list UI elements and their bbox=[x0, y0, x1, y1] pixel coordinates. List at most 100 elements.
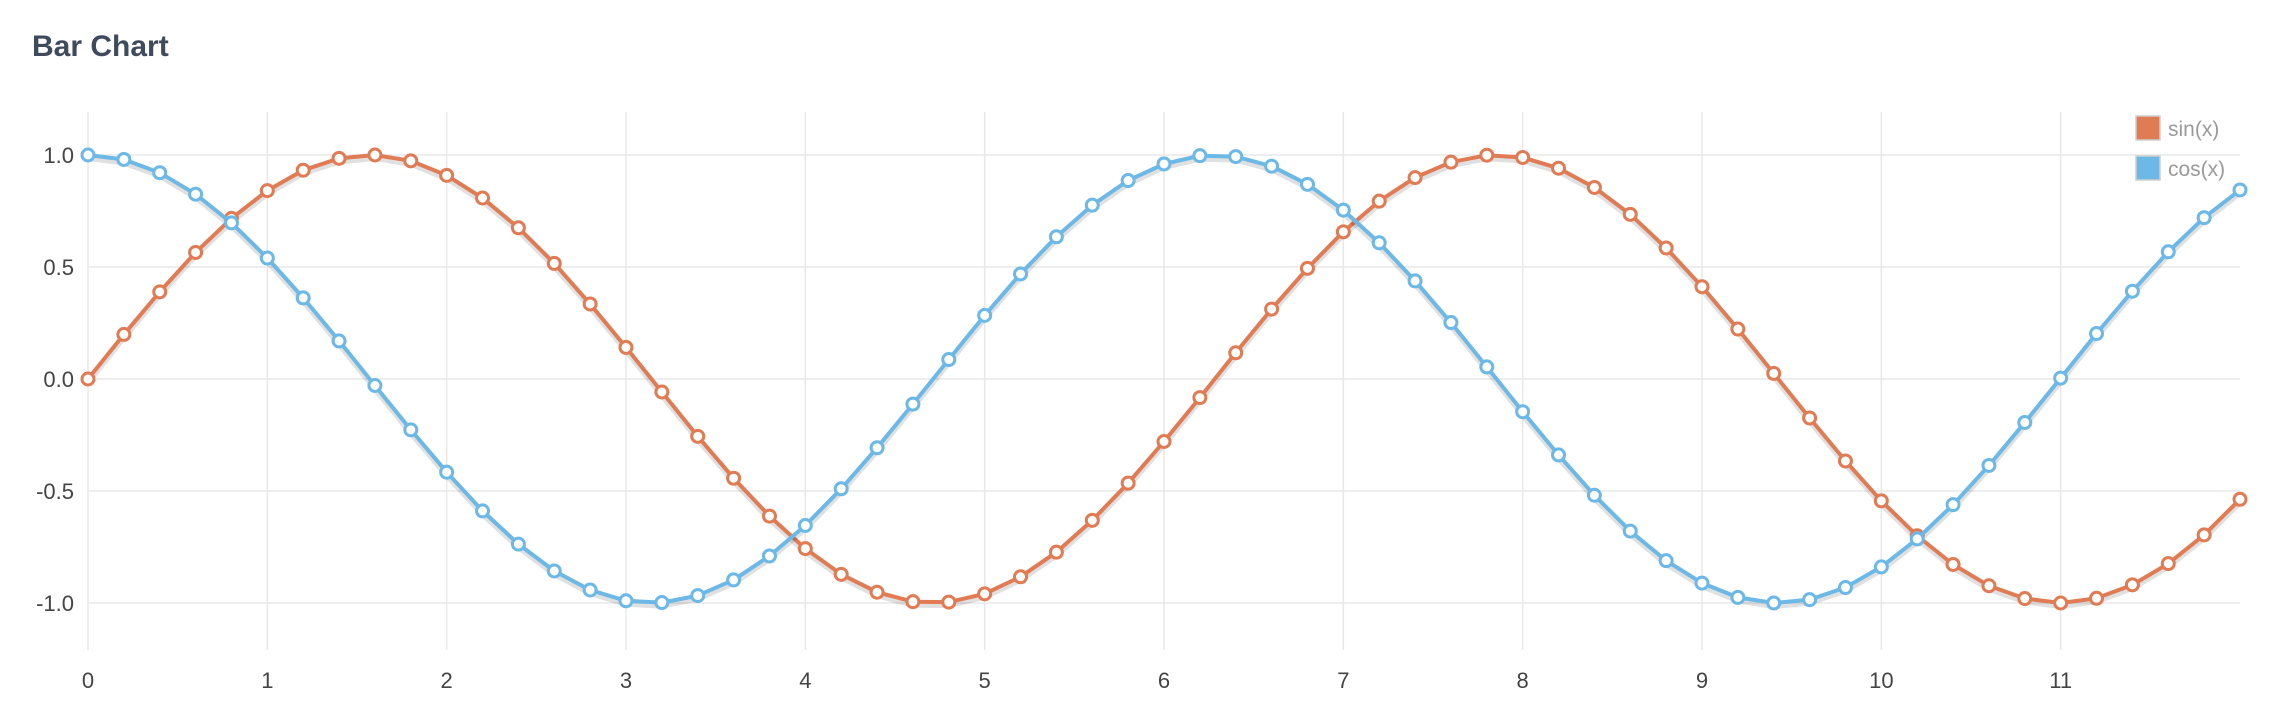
data-point[interactable] bbox=[1981, 578, 1997, 594]
data-point[interactable] bbox=[188, 186, 204, 202]
data-point[interactable] bbox=[1264, 158, 1280, 174]
data-point[interactable] bbox=[475, 190, 491, 206]
data-point[interactable] bbox=[439, 167, 455, 183]
data-point[interactable] bbox=[1515, 149, 1531, 165]
data-point[interactable] bbox=[869, 440, 885, 456]
data-point[interactable] bbox=[2232, 182, 2248, 198]
data-point[interactable] bbox=[1802, 410, 1818, 426]
data-point[interactable] bbox=[1443, 315, 1459, 331]
data-point[interactable] bbox=[905, 396, 921, 412]
data-point[interactable] bbox=[295, 290, 311, 306]
data-point[interactable] bbox=[367, 377, 383, 393]
data-point[interactable] bbox=[1299, 260, 1315, 276]
data-point[interactable] bbox=[546, 563, 562, 579]
data-point[interactable] bbox=[2124, 283, 2140, 299]
data-point[interactable] bbox=[2160, 556, 2176, 572]
data-point[interactable] bbox=[2196, 210, 2212, 226]
data-point[interactable] bbox=[1730, 589, 1746, 605]
data-point[interactable] bbox=[833, 566, 849, 582]
data-point[interactable] bbox=[726, 572, 742, 588]
data-point[interactable] bbox=[1694, 279, 1710, 295]
data-point[interactable] bbox=[1156, 433, 1172, 449]
data-point[interactable] bbox=[1658, 240, 1674, 256]
data-point[interactable] bbox=[761, 508, 777, 524]
data-point[interactable] bbox=[1945, 497, 1961, 513]
data-point[interactable] bbox=[2160, 244, 2176, 260]
data-point[interactable] bbox=[1013, 266, 1029, 282]
data-point[interactable] bbox=[510, 220, 526, 236]
data-point[interactable] bbox=[1873, 493, 1889, 509]
data-point[interactable] bbox=[977, 307, 993, 323]
data-point[interactable] bbox=[833, 481, 849, 497]
data-point[interactable] bbox=[1766, 365, 1782, 381]
data-point[interactable] bbox=[1443, 154, 1459, 170]
data-point[interactable] bbox=[1837, 453, 1853, 469]
data-point[interactable] bbox=[1192, 148, 1208, 164]
data-point[interactable] bbox=[510, 536, 526, 552]
data-point[interactable] bbox=[116, 151, 132, 167]
data-point[interactable] bbox=[1945, 556, 1961, 572]
data-point[interactable] bbox=[582, 296, 598, 312]
data-point[interactable] bbox=[2053, 595, 2069, 611]
data-point[interactable] bbox=[1515, 404, 1531, 420]
data-point[interactable] bbox=[1299, 176, 1315, 192]
data-point[interactable] bbox=[1479, 147, 1495, 163]
data-point[interactable] bbox=[259, 183, 275, 199]
data-point[interactable] bbox=[1802, 592, 1818, 608]
data-point[interactable] bbox=[80, 371, 96, 387]
data-point[interactable] bbox=[331, 150, 347, 166]
data-point[interactable] bbox=[2053, 370, 2069, 386]
data-point[interactable] bbox=[1586, 179, 1602, 195]
data-point[interactable] bbox=[618, 593, 634, 609]
legend[interactable]: sin(x) cos(x) bbox=[2135, 115, 2225, 181]
data-point[interactable] bbox=[690, 588, 706, 604]
data-point[interactable] bbox=[1084, 512, 1100, 528]
data-point[interactable] bbox=[2232, 491, 2248, 507]
data-point[interactable] bbox=[905, 594, 921, 610]
data-point[interactable] bbox=[1013, 569, 1029, 585]
data-point[interactable] bbox=[116, 326, 132, 342]
data-point[interactable] bbox=[1622, 206, 1638, 222]
data-point[interactable] bbox=[188, 244, 204, 260]
data-point[interactable] bbox=[797, 517, 813, 533]
data-point[interactable] bbox=[1730, 321, 1746, 337]
data-point[interactable] bbox=[582, 582, 598, 598]
data-point[interactable] bbox=[690, 428, 706, 444]
data-point[interactable] bbox=[1371, 235, 1387, 251]
data-point[interactable] bbox=[2124, 577, 2140, 593]
data-point[interactable] bbox=[761, 548, 777, 564]
data-point[interactable] bbox=[1228, 149, 1244, 165]
data-point[interactable] bbox=[1228, 345, 1244, 361]
data-point[interactable] bbox=[367, 147, 383, 163]
data-point[interactable] bbox=[1586, 487, 1602, 503]
data-point[interactable] bbox=[1407, 273, 1423, 289]
data-point[interactable] bbox=[1766, 595, 1782, 611]
legend-item[interactable]: cos(x) bbox=[2135, 155, 2225, 181]
data-point[interactable] bbox=[152, 284, 168, 300]
data-point[interactable] bbox=[1551, 160, 1567, 176]
data-point[interactable] bbox=[941, 594, 957, 610]
data-point[interactable] bbox=[797, 541, 813, 557]
data-point[interactable] bbox=[80, 147, 96, 163]
data-point[interactable] bbox=[331, 333, 347, 349]
data-point[interactable] bbox=[726, 470, 742, 486]
data-point[interactable] bbox=[439, 464, 455, 480]
data-point[interactable] bbox=[1264, 301, 1280, 317]
data-point[interactable] bbox=[1622, 523, 1638, 539]
data-point[interactable] bbox=[295, 162, 311, 178]
data-point[interactable] bbox=[977, 586, 993, 602]
data-point[interactable] bbox=[1048, 544, 1064, 560]
data-point[interactable] bbox=[1909, 531, 1925, 547]
data-point[interactable] bbox=[152, 165, 168, 181]
data-point[interactable] bbox=[1120, 173, 1136, 189]
data-point[interactable] bbox=[1048, 229, 1064, 245]
data-point[interactable] bbox=[1335, 224, 1351, 240]
data-point[interactable] bbox=[2089, 590, 2105, 606]
data-point[interactable] bbox=[1192, 390, 1208, 406]
data-point[interactable] bbox=[1658, 553, 1674, 569]
data-point[interactable] bbox=[618, 339, 634, 355]
data-point[interactable] bbox=[941, 352, 957, 368]
data-point[interactable] bbox=[1407, 170, 1423, 186]
data-point[interactable] bbox=[1156, 156, 1172, 172]
data-point[interactable] bbox=[1873, 559, 1889, 575]
